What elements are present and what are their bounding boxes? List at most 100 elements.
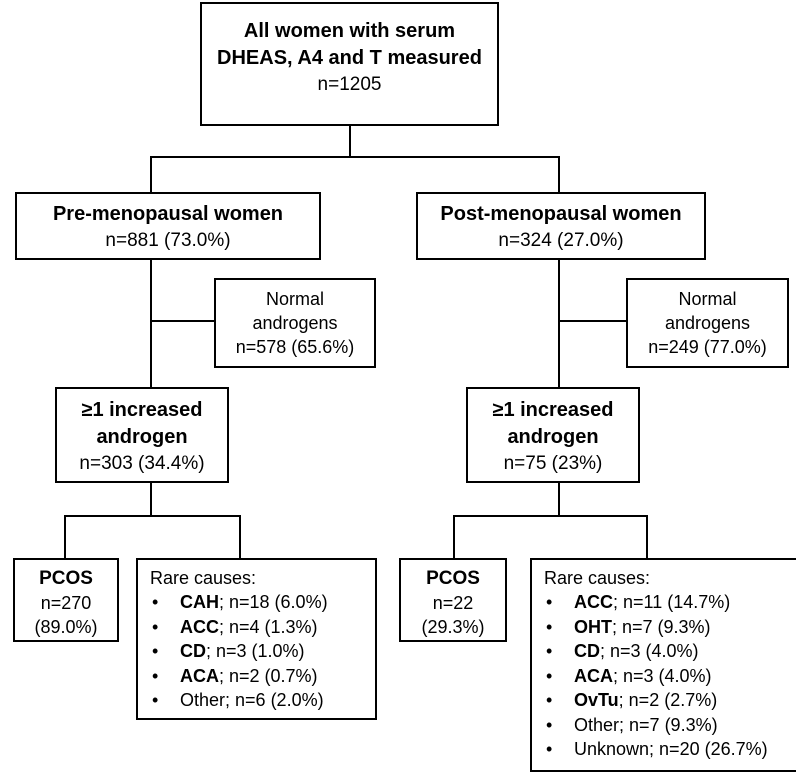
connector-pre-increased-down (150, 483, 152, 517)
pre-normal-count: n=578 (65.6%) (235, 337, 355, 357)
post-increased-androgen-node: ≥1 increased androgen n=75 (23%) (466, 387, 640, 483)
pre-pcos-title: PCOS (39, 568, 93, 589)
post-rare-list: • ACC; n=11 (14.7%) • OHT; n=7 (9.3%) • CD;… (544, 590, 796, 762)
pre-increased-androgen-node: ≥1 increased androgen n=303 (34.4%) (55, 387, 229, 483)
pre-rare-item-aca: • ACA; n=2 (0.7%) (150, 664, 375, 689)
cause-name: Other (574, 714, 620, 735)
root-node: All women with serum DHEAS, A4 and T mea… (200, 2, 499, 126)
pre-increased-line1: ≥1 increased (81, 399, 203, 421)
cause-name: ACA (574, 665, 613, 686)
post-normal-count: n=249 (77.0%) (648, 337, 767, 357)
bullet: • (152, 616, 159, 637)
pre-rare-item-acc: • ACC; n=4 (1.3%) (150, 615, 375, 640)
cause-name: CD (574, 641, 600, 661)
root-title-line2: DHEAS, A4 and T measured (217, 47, 482, 69)
connector-pre-down (150, 259, 152, 387)
connector-post-normal (558, 320, 626, 322)
bullet: • (546, 616, 553, 637)
post-normal-androgens-node: Normal androgens n=249 (77.0%) (626, 278, 789, 368)
pre-increased-count: n=303 (34.4%) (79, 453, 205, 474)
pre-pcos-count: n=270 (40, 593, 92, 613)
pre-increased-line2: androgen (96, 426, 188, 448)
bullet: • (546, 739, 553, 759)
connector-post-increased-down (558, 483, 560, 517)
cause-name: OvTu (574, 690, 619, 710)
post-rare-item-cd: • CD; n=3 (4.0%) (544, 639, 796, 664)
cause-value: ; n=18 (6.0%) (219, 592, 328, 612)
pre-menopausal-count: n=881 (73.0%) (105, 230, 231, 251)
cause-name: Other (180, 690, 226, 710)
cause-value: ; n=3 (4.0%) (613, 665, 712, 686)
pre-normal-androgens-node: Normal androgens n=578 (65.6%) (214, 278, 376, 368)
post-menopausal-count: n=324 (27.0%) (498, 230, 624, 251)
connector-pre-normal (150, 320, 214, 322)
cause-name: ACC (574, 592, 613, 612)
bullet: • (546, 665, 553, 686)
post-rare-item-aca: • ACA; n=3 (4.0%) (544, 664, 796, 689)
post-menopausal-node: Post-menopausal women n=324 (27.0%) (416, 192, 706, 260)
cause-name: CD (180, 641, 206, 661)
cause-name: ACA (180, 665, 219, 686)
cause-name: CAH (180, 592, 219, 612)
post-rare-title: Rare causes: (544, 568, 651, 588)
connector-to-pre (150, 156, 152, 192)
post-rare-item-oht: • OHT; n=7 (9.3%) (544, 615, 796, 640)
connector-to-post (558, 156, 560, 192)
post-rare-item-acc: • ACC; n=11 (14.7%) (544, 590, 796, 615)
root-count: n=1205 (317, 74, 382, 95)
bullet: • (546, 690, 553, 710)
post-increased-count: n=75 (23%) (503, 453, 603, 474)
post-normal-line2: androgens (664, 313, 751, 333)
pre-normal-line2: androgens (252, 313, 338, 333)
connector-post-to-pcos (453, 515, 455, 558)
connector-root-branch (150, 156, 560, 158)
pre-normal-line1: Normal (265, 289, 324, 309)
post-increased-line1: ≥1 increased (492, 399, 614, 421)
pre-rare-item-cah: • CAH; n=18 (6.0%) (150, 590, 375, 615)
connector-pre-children-branch (64, 515, 241, 517)
connector-post-down (558, 259, 560, 387)
post-menopausal-title: Post-menopausal women (440, 203, 682, 225)
post-pcos-count: n=22 (432, 593, 474, 613)
post-rare-item-other: • Other; n=7 (9.3%) (544, 713, 796, 738)
bullet: • (546, 641, 553, 661)
connector-pre-to-pcos (64, 515, 66, 558)
cause-value: ; n=3 (4.0%) (600, 641, 699, 661)
post-rare-causes-node: Rare causes: • ACC; n=11 (14.7%) • OHT; n=… (530, 558, 796, 772)
bullet: • (152, 592, 159, 612)
cause-name: Unknown (574, 739, 650, 759)
cause-value: ; n=2 (2.7%) (618, 690, 718, 710)
cause-value: ; n=3 (1.0%) (206, 641, 305, 661)
post-pcos-title: PCOS (426, 568, 480, 589)
connector-pre-to-rare (239, 515, 241, 558)
bullet: • (152, 641, 159, 661)
post-pcos-node: PCOS n=22 (29.3%) (399, 558, 507, 642)
connector-root-down (349, 126, 351, 158)
cause-value: ; n=7 (9.3%) (619, 714, 718, 735)
pre-rare-item-other: • Other; n=6 (2.0%) (150, 688, 375, 713)
post-normal-line1: Normal (678, 289, 737, 309)
pre-rare-title: Rare causes: (150, 568, 257, 588)
cause-value: ; n=11 (14.7%) (613, 592, 731, 612)
bullet: • (152, 690, 159, 710)
pre-menopausal-title: Pre-menopausal women (52, 203, 284, 225)
connector-post-children-branch (453, 515, 648, 517)
pre-rare-causes-node: Rare causes: • CAH; n=18 (6.0%) • ACC; n=4… (136, 558, 377, 720)
pre-pcos-pct: (89.0%) (34, 617, 98, 637)
cause-value: ; n=20 (26.7%) (649, 739, 768, 759)
cause-value: ; n=6 (2.0%) (225, 690, 324, 710)
bullet: • (546, 592, 553, 612)
root-title-line1: All women with serum (243, 20, 456, 42)
cause-name: OHT (574, 616, 612, 637)
pre-rare-item-cd: • CD; n=3 (1.0%) (150, 639, 375, 664)
cause-value: ; n=7 (9.3%) (612, 616, 711, 637)
post-pcos-pct: (29.3%) (421, 617, 485, 637)
pre-pcos-node: PCOS n=270 (89.0%) (13, 558, 119, 642)
cause-value: ; n=4 (1.3%) (219, 616, 318, 637)
bullet: • (152, 665, 159, 686)
cause-value: ; n=2 (0.7%) (219, 665, 318, 686)
pre-menopausal-node: Pre-menopausal women n=881 (73.0%) (15, 192, 321, 260)
post-rare-item-ovtu: • OvTu; n=2 (2.7%) (544, 688, 796, 713)
cause-name: ACC (180, 616, 219, 637)
post-rare-item-unknown: • Unknown; n=20 (26.7%) (544, 737, 796, 762)
